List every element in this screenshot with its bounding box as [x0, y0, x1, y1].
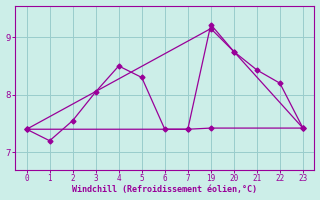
X-axis label: Windchill (Refroidissement éolien,°C): Windchill (Refroidissement éolien,°C): [72, 185, 257, 194]
